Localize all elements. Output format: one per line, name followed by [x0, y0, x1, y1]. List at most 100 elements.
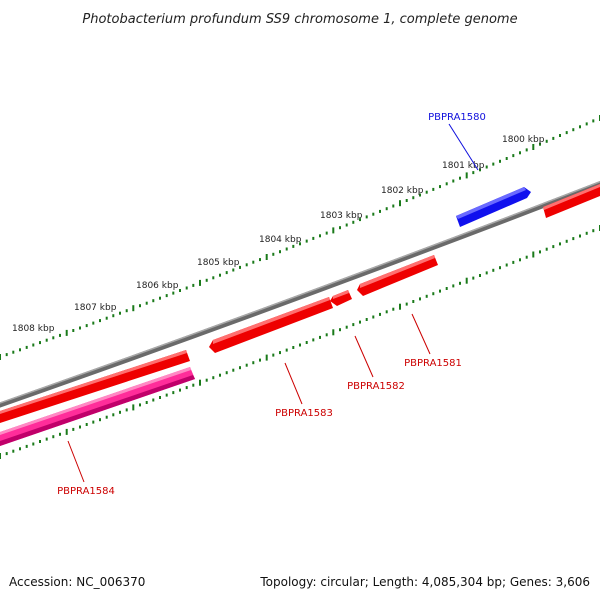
outer-minor-tick: [52, 336, 55, 340]
inner-minor-tick: [305, 341, 308, 344]
inner-major-tick: [132, 404, 135, 411]
outer-minor-tick: [5, 353, 8, 357]
outer-minor-tick: [179, 289, 181, 292]
kbp-label-1804: 1804 kbp: [259, 235, 302, 245]
inner-minor-tick: [212, 376, 215, 380]
outer-tick-track: [0, 115, 600, 360]
inner-minor-tick: [525, 255, 528, 259]
outer-minor-tick: [365, 215, 368, 219]
inner-minor-tick: [292, 346, 295, 349]
outer-minor-tick: [585, 122, 588, 126]
inner-minor-tick: [579, 234, 581, 238]
outer-minor-tick: [279, 250, 281, 254]
gene-PBPRA1584[interactable]: [0, 367, 195, 446]
outer-minor-tick: [99, 319, 101, 323]
outer-minor-tick: [345, 223, 348, 227]
outer-minor-tick: [45, 338, 48, 342]
inner-minor-tick: [45, 437, 48, 441]
outer-minor-tick: [79, 326, 81, 330]
genome-backbone-highlight: [0, 180, 600, 404]
inner-minor-tick: [112, 413, 115, 417]
label-PBPRA1582[interactable]: PBPRA1582: [347, 381, 405, 392]
inner-minor-tick: [472, 276, 475, 280]
outer-major-tick: [132, 305, 135, 312]
outer-minor-tick: [85, 324, 88, 328]
outer-minor-tick: [325, 231, 328, 235]
gene-right-edge[interactable]: [543, 184, 600, 218]
kbp-label-1807: 1807 kbp: [74, 303, 117, 313]
gene-PBPRA1581[interactable]: [357, 255, 438, 296]
inner-minor-tick: [192, 383, 195, 387]
outer-major-tick: [65, 329, 68, 336]
inner-minor-tick: [99, 418, 101, 422]
outer-minor-tick: [105, 316, 108, 320]
inner-minor-tick: [385, 310, 388, 314]
outer-minor-tick: [359, 218, 361, 222]
kbp-label-1806: 1806 kbp: [136, 281, 179, 291]
inner-minor-tick: [425, 294, 428, 298]
outer-minor-tick: [385, 207, 388, 211]
outer-minor-tick: [352, 220, 355, 224]
outer-minor-tick: [445, 182, 448, 186]
outer-minor-tick: [425, 190, 428, 194]
inner-minor-tick: [372, 315, 375, 319]
outer-minor-tick: [459, 176, 461, 180]
outer-minor-tick: [512, 154, 515, 158]
inner-minor-tick: [25, 444, 28, 448]
label-PBPRA1584[interactable]: PBPRA1584: [57, 486, 115, 497]
inner-minor-tick: [19, 447, 21, 451]
label-PBPRA1583[interactable]: PBPRA1583: [275, 408, 333, 419]
inner-major-tick: [0, 453, 1, 459]
inner-minor-tick: [172, 391, 175, 395]
inner-minor-tick: [505, 263, 508, 267]
gene-PBPRA1582[interactable]: [330, 290, 352, 306]
kbp-label-1808: 1808 kbp: [12, 324, 55, 334]
inner-minor-tick: [572, 237, 575, 241]
outer-major-tick: [332, 227, 335, 234]
outer-minor-tick: [232, 268, 235, 272]
inner-minor-tick: [252, 361, 255, 365]
outer-minor-tick: [285, 247, 288, 251]
inner-minor-tick: [352, 323, 355, 327]
outer-minor-tick: [72, 329, 75, 332]
inner-major-tick: [465, 277, 468, 284]
outer-minor-tick: [372, 212, 375, 216]
label-PBPRA1580[interactable]: PBPRA1580: [428, 112, 486, 123]
outer-minor-tick: [172, 291, 175, 295]
outer-minor-tick: [119, 311, 121, 315]
inner-tick-track: [0, 225, 600, 459]
outer-minor-tick: [125, 309, 128, 313]
inner-minor-tick: [5, 452, 8, 456]
label-PBPRA1581[interactable]: PBPRA1581: [404, 358, 462, 369]
inner-minor-tick: [219, 373, 221, 377]
inner-minor-tick: [92, 420, 95, 424]
outer-minor-tick: [165, 294, 168, 298]
inner-minor-tick: [439, 289, 441, 293]
inner-minor-tick: [272, 353, 275, 357]
inner-minor-tick: [419, 297, 421, 301]
outer-minor-tick: [545, 139, 548, 143]
inner-minor-tick: [72, 427, 75, 431]
kbp-label-1805: 1805 kbp: [197, 258, 240, 268]
gene-PBPRA1580[interactable]: [456, 187, 531, 227]
inner-minor-tick: [325, 333, 328, 337]
outer-minor-tick: [485, 165, 488, 169]
outer-major-tick: [532, 144, 535, 150]
outer-minor-tick: [245, 263, 248, 267]
outer-minor-tick: [525, 148, 528, 152]
inner-minor-tick: [12, 449, 15, 453]
gene-PBPRA1584-red[interactable]: [0, 350, 190, 423]
outer-major-tick: [0, 354, 1, 360]
outer-minor-tick: [252, 260, 255, 264]
kbp-label-1801: 1801 kbp: [442, 161, 485, 171]
outer-minor-tick: [499, 159, 501, 163]
outer-minor-tick: [312, 236, 315, 240]
inner-minor-tick: [539, 250, 541, 254]
inner-minor-tick: [499, 266, 501, 270]
outer-minor-tick: [505, 157, 508, 160]
outer-minor-tick: [472, 171, 475, 175]
outer-minor-tick: [25, 345, 28, 349]
gene-PBPRA1583[interactable]: [209, 297, 333, 353]
inner-minor-tick: [85, 423, 88, 426]
